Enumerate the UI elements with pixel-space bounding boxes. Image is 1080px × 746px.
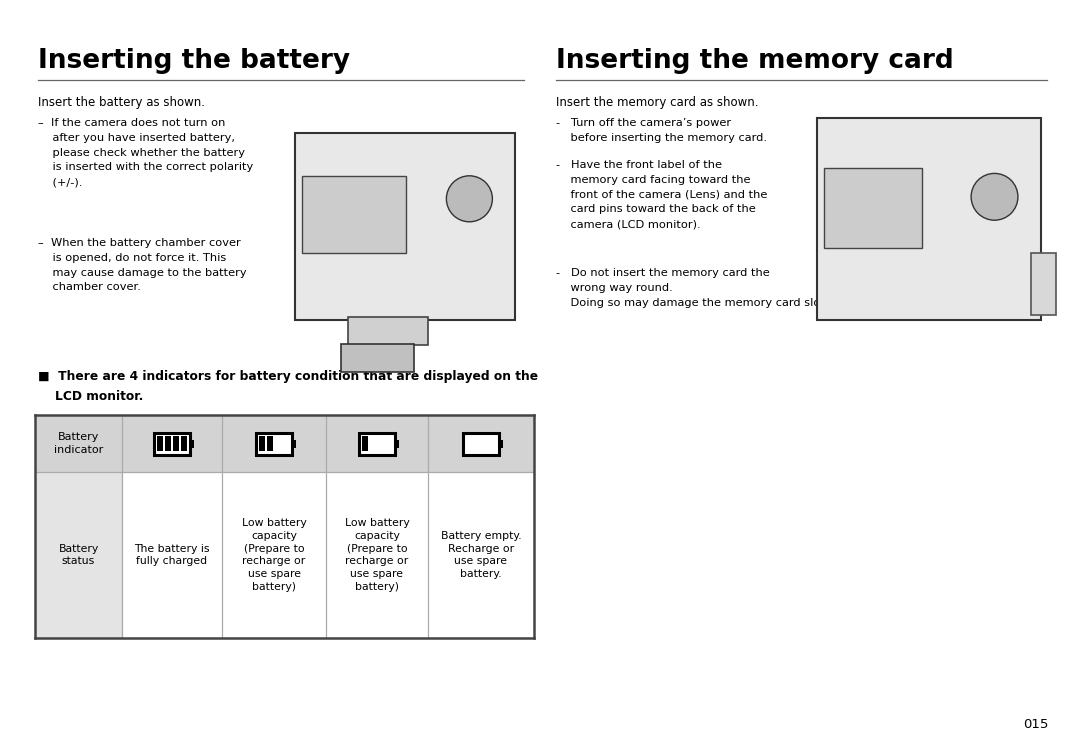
Bar	[157, 436, 163, 451]
Text: Insert the battery as shown.: Insert the battery as shown.	[38, 96, 205, 109]
Bar	[463, 433, 499, 454]
Circle shape	[971, 173, 1018, 220]
Bar	[267, 436, 273, 451]
Bar	[292, 439, 296, 448]
Bar	[181, 436, 187, 451]
Bar	[35, 415, 534, 472]
Bar	[173, 436, 179, 451]
Text: LCD monitor.: LCD monitor.	[38, 390, 144, 403]
Bar	[340, 344, 415, 372]
Bar	[295, 133, 515, 320]
Text: Battery empty.
Recharge or
use spare
battery.: Battery empty. Recharge or use spare bat…	[441, 531, 522, 579]
Text: Inserting the battery: Inserting the battery	[38, 48, 350, 74]
Bar	[256, 433, 292, 454]
Text: Battery
status: Battery status	[58, 544, 98, 566]
Bar	[165, 436, 171, 451]
Text: Battery
indicator: Battery indicator	[54, 432, 103, 455]
Bar	[302, 176, 405, 253]
Bar	[122, 472, 534, 638]
Circle shape	[446, 176, 492, 222]
Bar	[362, 436, 368, 451]
Text: Low battery
capacity
(Prepare to
recharge or
use spare
battery): Low battery capacity (Prepare to recharg…	[345, 518, 409, 592]
Text: ■  There are 4 indicators for battery condition that are displayed on the: ■ There are 4 indicators for battery con…	[38, 370, 538, 383]
Bar	[499, 439, 503, 448]
Bar	[824, 168, 922, 248]
Bar	[35, 472, 122, 638]
Text: Inserting the memory card: Inserting the memory card	[556, 48, 954, 74]
Bar	[1031, 253, 1056, 315]
Bar	[395, 439, 399, 448]
Text: Insert the memory card as shown.: Insert the memory card as shown.	[556, 96, 758, 109]
Text: -   Have the front label of the
    memory card facing toward the
    front of t: - Have the front label of the memory car…	[556, 160, 768, 229]
Bar	[359, 433, 395, 454]
Bar	[816, 118, 1041, 320]
Bar	[259, 436, 265, 451]
Text: –  If the camera does not turn on
    after you have inserted battery,
    pleas: – If the camera does not turn on after y…	[38, 118, 253, 187]
Bar	[154, 433, 190, 454]
Bar	[190, 439, 194, 448]
Text: -   Do not insert the memory card the
    wrong way round.
    Doing so may dama: - Do not insert the memory card the wron…	[556, 268, 828, 307]
Text: The battery is
fully charged: The battery is fully charged	[134, 544, 210, 566]
Text: Low battery
capacity
(Prepare to
recharge or
use spare
battery): Low battery capacity (Prepare to recharg…	[242, 518, 307, 592]
Bar	[348, 317, 428, 345]
Text: 015: 015	[1023, 718, 1048, 731]
Text: -   Turn off the camera’s power
    before inserting the memory card.: - Turn off the camera’s power before ins…	[556, 118, 767, 142]
Text: –  When the battery chamber cover
    is opened, do not force it. This
    may c: – When the battery chamber cover is open…	[38, 238, 246, 292]
